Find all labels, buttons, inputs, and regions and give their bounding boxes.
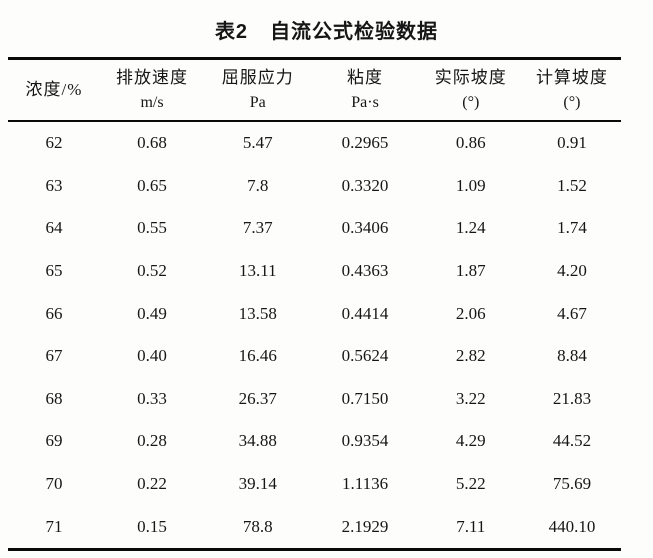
column-name: 计算坡度 [535, 68, 608, 87]
table-cell: 1.87 [455, 261, 486, 281]
table-cell: 65 [45, 261, 63, 281]
table-cell: 5.22 [455, 474, 486, 494]
table-cell: 0.91 [557, 133, 587, 153]
table-cell: 2.1929 [341, 516, 389, 536]
table-cell: 5.47 [242, 133, 273, 153]
table-cell: 0.4363 [341, 261, 389, 281]
table-title-text: 自流公式检验数据 [270, 21, 439, 43]
table-cell: 4.67 [557, 303, 587, 323]
table-cell: 0.3320 [341, 175, 389, 195]
column-unit: m/s [140, 94, 164, 111]
table-cell: 7.8 [247, 175, 269, 195]
table-cell: 1.1136 [341, 474, 389, 494]
table-row: 64 0.55 7.37 0.3406 1.24 1.74 [8, 207, 621, 250]
table-cell: 2.06 [455, 303, 486, 323]
column-unit: Pa·s [351, 94, 379, 111]
table-cell: 21.83 [552, 388, 592, 408]
table-cell: 8.84 [557, 346, 587, 366]
table-header-cell: 排放速度 m/s [100, 59, 204, 122]
table-row: 62 0.68 5.47 0.2965 0.86 0.91 [8, 121, 621, 165]
table-cell: 78.8 [242, 516, 273, 536]
table-body: 62 0.68 5.47 0.2965 0.86 0.91 63 0.65 7.8 0.3320 1… [8, 121, 621, 549]
table-cell: 26.37 [238, 388, 277, 408]
table-header-cell: 计算坡度 (°) [523, 59, 621, 122]
data-table: 浓度/% 排放速度 m/s 屈服应力 Pa 粘度 Pa·s 实际坡度 (°) 计算坡度 (°) 62… [8, 57, 621, 551]
table-cell: 0.15 [137, 516, 167, 536]
table-cell: 69 [45, 431, 63, 451]
table-cell: 0.3406 [341, 218, 389, 238]
table-row: 69 0.28 34.88 0.9354 4.29 44.52 [8, 420, 621, 463]
table-header-cell: 实际坡度 (°) [419, 59, 523, 122]
column-name: 屈服应力 [221, 68, 294, 87]
table-row: 65 0.52 13.11 0.4363 1.87 4.20 [8, 250, 621, 293]
table-cell: 0.5624 [341, 346, 389, 366]
table-cell: 16.46 [238, 346, 277, 366]
table-cell: 4.20 [557, 261, 587, 281]
table-cell: 0.33 [137, 388, 167, 408]
table-header-row: 浓度/% 排放速度 m/s 屈服应力 Pa 粘度 Pa·s 实际坡度 (°) 计算坡度 (°) [8, 59, 621, 122]
table-cell: 34.88 [238, 431, 277, 451]
table-cell: 1.09 [455, 175, 486, 195]
table-cell: 0.49 [137, 303, 167, 323]
table-cell: 75.69 [552, 474, 592, 494]
table-cell: 39.14 [238, 474, 277, 494]
table-cell: 7.37 [242, 218, 273, 238]
table-cell: 1.52 [557, 175, 587, 195]
table-title-label: 表2 [214, 21, 249, 43]
table-header: 浓度/% 排放速度 m/s 屈服应力 Pa 粘度 Pa·s 实际坡度 (°) 计算坡度 (°) [8, 59, 621, 122]
table-cell: 4.29 [455, 431, 486, 451]
column-unit: (°) [462, 94, 480, 111]
table-cell: 68 [45, 388, 63, 408]
table-cell: 44.52 [552, 431, 592, 451]
table-cell: 64 [45, 218, 63, 238]
table-cell: 66 [45, 303, 63, 323]
table-row: 70 0.22 39.14 1.1136 5.22 75.69 [8, 463, 621, 506]
table-cell: 1.74 [557, 218, 587, 238]
table-cell: 0.2965 [341, 133, 389, 153]
table-cell: 0.55 [137, 218, 167, 238]
table-cell: 62 [45, 133, 63, 153]
column-name: 粘度 [347, 68, 384, 87]
column-name: 实际坡度 [434, 68, 507, 87]
table-cell: 13.11 [238, 261, 277, 281]
table-title: 表2 自流公式检验数据 [0, 0, 653, 44]
table-cell: 71 [45, 516, 63, 536]
column-unit: Pa [249, 94, 266, 111]
table-cell: 7.11 [456, 516, 486, 536]
column-unit: (°) [563, 94, 581, 111]
table-cell: 67 [45, 346, 63, 366]
table-cell: 63 [45, 175, 63, 195]
table-cell: 0.28 [137, 431, 167, 451]
table-row: 66 0.49 13.58 0.4414 2.06 4.67 [8, 292, 621, 335]
table-header-cell: 屈服应力 Pa [204, 59, 311, 122]
table-header-cell: 粘度 Pa·s [311, 59, 418, 122]
table-cell: 13.58 [238, 303, 277, 323]
table-cell: 440.10 [548, 516, 596, 536]
table-cell: 0.65 [137, 175, 167, 195]
table-header-cell: 浓度/% [8, 59, 100, 122]
table-cell: 0.4414 [341, 303, 389, 323]
table-row: 68 0.33 26.37 0.7150 3.22 21.83 [8, 378, 621, 421]
table-cell: 0.68 [137, 133, 167, 153]
table-cell: 3.22 [455, 388, 486, 408]
table-cell: 0.86 [455, 133, 486, 153]
table-row: 63 0.65 7.8 0.3320 1.09 1.52 [8, 165, 621, 208]
table-cell: 0.40 [137, 346, 167, 366]
table-row: 71 0.15 78.8 2.1929 7.11 440.10 [8, 505, 621, 549]
table-cell: 70 [45, 474, 63, 494]
table-cell: 0.9354 [341, 431, 389, 451]
table-cell: 2.82 [455, 346, 486, 366]
table-cell: 0.52 [137, 261, 167, 281]
table-cell: 0.22 [137, 474, 167, 494]
column-name: 浓度/% [25, 79, 83, 99]
table-row: 67 0.40 16.46 0.5624 2.82 8.84 [8, 335, 621, 378]
table-cell: 0.7150 [341, 388, 389, 408]
column-name: 排放速度 [116, 68, 189, 87]
table-cell: 1.24 [455, 218, 486, 238]
